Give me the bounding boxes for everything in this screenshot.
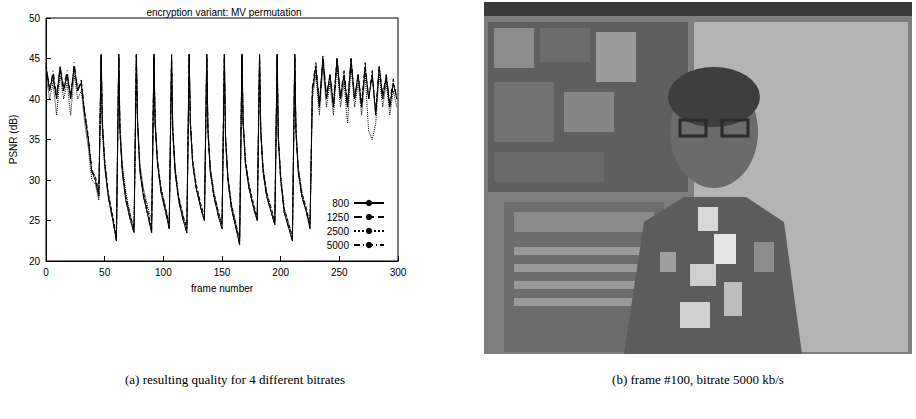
svg-text:25: 25 xyxy=(29,215,41,226)
svg-text:50: 50 xyxy=(29,13,41,24)
svg-text:250: 250 xyxy=(331,267,348,278)
svg-text:300: 300 xyxy=(390,267,407,278)
html-text:(a) resulting quality for 4 di: (a) resulting quality for 4 different bi… xyxy=(125,372,345,387)
svg-text:20: 20 xyxy=(29,256,41,267)
svg-text:35: 35 xyxy=(29,134,41,145)
svg-text:50: 50 xyxy=(99,267,111,278)
svg-text:PSNR (dB): PSNR (dB) xyxy=(8,115,19,164)
svg-text:frame number: frame number xyxy=(191,283,254,294)
svg-text:2500: 2500 xyxy=(327,226,350,237)
svg-text:encryption variant: MV permuta: encryption variant: MV permutation xyxy=(146,7,301,18)
svg-text:45: 45 xyxy=(29,53,41,64)
svg-text:40: 40 xyxy=(29,94,41,105)
svg-text:100: 100 xyxy=(155,267,172,278)
svg-text:200: 200 xyxy=(272,267,289,278)
svg-text:0: 0 xyxy=(43,267,49,278)
svg-text:30: 30 xyxy=(29,175,41,186)
html-text:(b) frame #100, bitrate 5000 k: (b) frame #100, bitrate 5000 kb/s xyxy=(612,372,784,387)
svg-text:150: 150 xyxy=(214,267,231,278)
svg-text:5000: 5000 xyxy=(327,240,350,251)
svg-text:800: 800 xyxy=(332,198,349,209)
svg-text:1250: 1250 xyxy=(327,212,350,223)
